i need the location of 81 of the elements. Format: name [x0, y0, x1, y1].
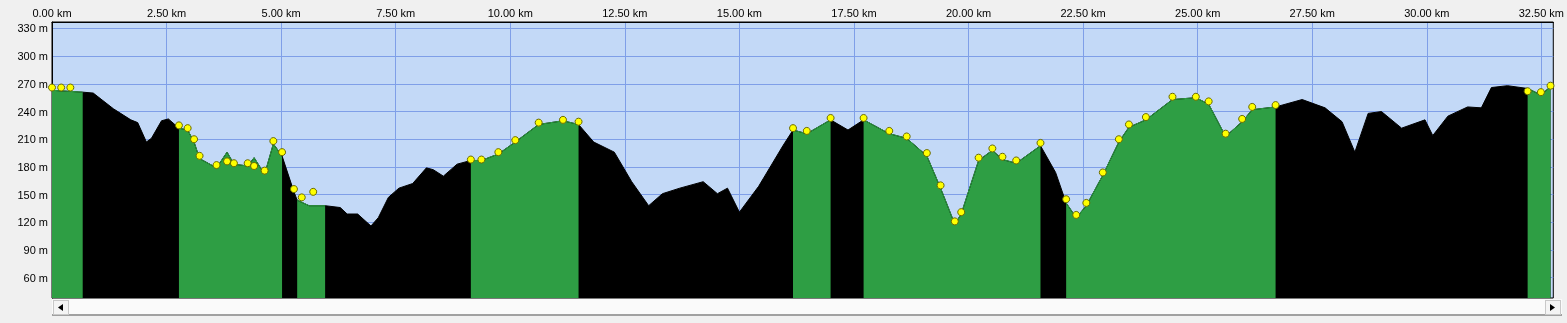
- point: [223, 157, 232, 166]
- point: [902, 132, 911, 141]
- x-tick-label: 27.50 km: [1289, 6, 1335, 19]
- point: [988, 144, 997, 153]
- point: [1204, 97, 1213, 106]
- point: [998, 152, 1007, 161]
- point: [1082, 198, 1091, 207]
- point: [789, 124, 798, 133]
- point: [190, 135, 199, 144]
- y-tick-label: 210 m: [17, 133, 48, 146]
- point: [1114, 135, 1123, 144]
- point: [802, 126, 811, 135]
- point: [859, 114, 868, 122]
- point: [309, 187, 318, 196]
- point: [1062, 195, 1071, 204]
- point: [1238, 114, 1247, 123]
- point: [922, 149, 931, 158]
- point: [212, 161, 221, 170]
- point: [250, 162, 259, 170]
- point: [1141, 113, 1150, 122]
- point: [229, 159, 238, 168]
- y-tick-label: 90 m: [23, 244, 48, 256]
- y-tick-label: 330 m: [17, 22, 48, 35]
- point: [297, 193, 306, 202]
- point: [466, 155, 475, 164]
- x-tick-label: 0.00 km: [32, 6, 72, 19]
- point: [826, 114, 835, 122]
- y-tick-label: 240 m: [17, 105, 48, 118]
- x-tick-label: 12.50 km: [602, 6, 648, 19]
- point: [1191, 92, 1200, 101]
- point: [1012, 156, 1021, 165]
- point: [494, 148, 503, 157]
- point: [885, 126, 894, 135]
- point: [278, 148, 287, 157]
- x-tick-label: 15.00 km: [716, 6, 763, 19]
- y-tick-label: 300 m: [17, 50, 48, 63]
- x-tick-label: 30.00 km: [1404, 6, 1450, 19]
- point: [1546, 81, 1555, 90]
- y-tick-label: 150 m: [17, 188, 48, 201]
- point: [1271, 101, 1280, 110]
- x-tick-label: 22.50 km: [1060, 6, 1106, 19]
- y-tick-label: 180 m: [17, 160, 48, 173]
- y-tick-label: 270 m: [17, 77, 48, 90]
- x-tick-label: 7.50 km: [376, 6, 416, 19]
- point: [1536, 88, 1545, 97]
- point: [243, 159, 252, 168]
- point: [1523, 87, 1532, 96]
- point: [1248, 102, 1257, 111]
- x-tick-label: 5.00 km: [261, 6, 301, 19]
- x-tick-label: 10.00 km: [487, 6, 533, 19]
- point: [183, 124, 192, 133]
- point: [534, 118, 543, 127]
- point: [174, 121, 183, 130]
- point: [477, 155, 486, 164]
- point: [66, 83, 75, 92]
- point: [260, 166, 269, 175]
- point: [511, 136, 520, 145]
- x-tick-label: 2.50 km: [147, 6, 187, 19]
- point: [558, 115, 567, 124]
- point: [1098, 168, 1107, 177]
- x-tick-label: 20.00 km: [945, 6, 992, 19]
- point: [1072, 210, 1081, 219]
- point: [57, 83, 66, 92]
- point: [950, 217, 959, 226]
- y-tick-label: 120 m: [17, 216, 48, 229]
- point: [48, 83, 56, 92]
- point: [957, 208, 966, 217]
- point: [574, 117, 583, 126]
- point: [1124, 120, 1133, 129]
- point: [936, 181, 945, 190]
- point: [1168, 92, 1177, 101]
- point: [974, 153, 983, 162]
- point: [269, 137, 278, 146]
- y-tick-label: 60 m: [23, 271, 48, 284]
- point: [1221, 129, 1230, 138]
- x-tick-label: 25.00 km: [1175, 6, 1221, 19]
- point: [1036, 138, 1045, 147]
- x-tick-label: 17.50 km: [831, 6, 877, 19]
- x-tick-label: 32.50 km: [1518, 6, 1564, 19]
- point: [195, 151, 204, 160]
- point: [289, 185, 298, 194]
